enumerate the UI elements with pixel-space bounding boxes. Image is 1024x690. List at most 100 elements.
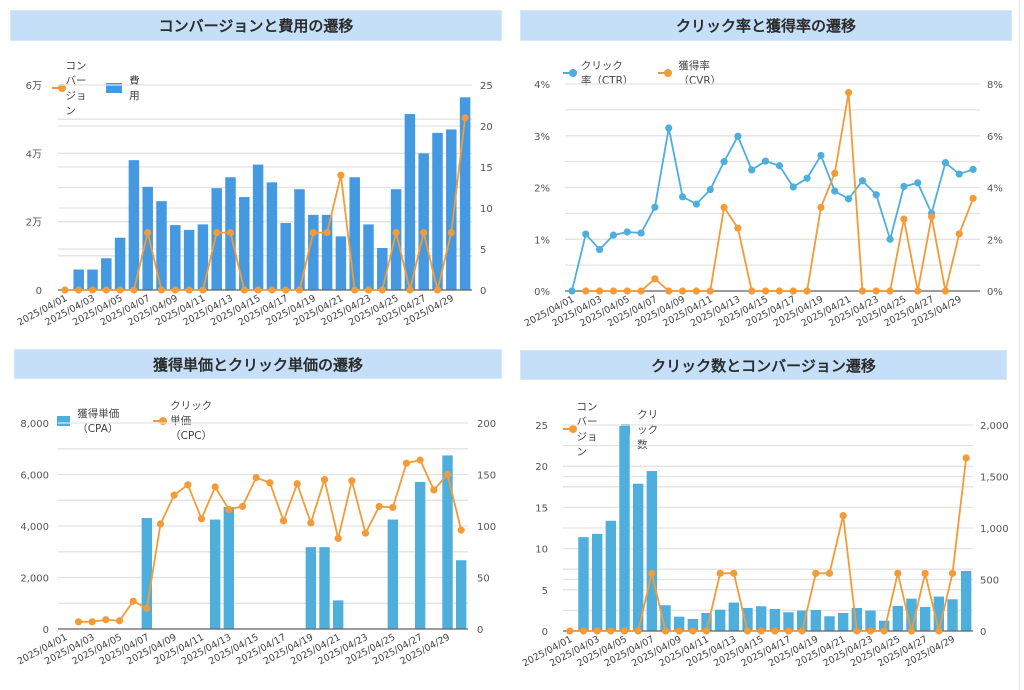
data-point	[143, 604, 151, 613]
data-point	[692, 287, 701, 295]
y-right-tick-label: 2%	[987, 235, 1003, 246]
data-point	[254, 286, 262, 294]
legend-line-marker-icon	[153, 416, 168, 425]
data-point	[831, 187, 839, 195]
y-left-tick-label: 2,000	[20, 574, 49, 585]
y-right-tick-label: 15	[480, 163, 493, 174]
bar	[446, 129, 457, 290]
data-point	[157, 286, 166, 294]
bar	[591, 533, 603, 631]
data-point	[941, 159, 950, 167]
data-point	[825, 569, 834, 577]
legend-item-cost[interactable]: 費用	[105, 73, 146, 103]
bar	[769, 608, 781, 631]
y-left-tick-label: 2万	[26, 218, 42, 229]
data-point	[637, 229, 645, 237]
data-point	[595, 287, 604, 295]
bar	[701, 612, 712, 631]
chart-legend: 獲得単価（CPA） クリック単価（CPC）	[57, 398, 238, 443]
data-point	[75, 286, 83, 294]
y-left-tick-label: 0	[36, 286, 42, 297]
data-point	[734, 132, 742, 140]
data-point	[661, 627, 670, 635]
data-point	[692, 200, 701, 208]
y-right-tick-label: 150	[477, 471, 496, 482]
legend-item-cpc[interactable]: クリック単価（CPC）	[153, 398, 222, 443]
y-right-tick-label: 0	[477, 625, 483, 636]
data-point	[293, 480, 301, 488]
y-right-tick-label: 4%	[987, 184, 1003, 195]
bar	[660, 605, 671, 631]
data-point	[623, 287, 631, 295]
legend-bar-swatch-icon	[105, 83, 123, 93]
bar	[266, 182, 278, 290]
data-point	[761, 157, 770, 165]
bar	[280, 223, 291, 290]
data-point	[61, 286, 69, 294]
data-point	[702, 627, 711, 635]
legend-item-conversion[interactable]: コンバージョン	[52, 58, 90, 118]
data-point	[197, 515, 206, 523]
data-point	[447, 229, 455, 237]
data-point	[609, 231, 618, 239]
bar	[197, 224, 209, 290]
data-point	[238, 502, 247, 511]
bar	[170, 225, 181, 290]
data-point	[775, 287, 784, 295]
data-point	[609, 287, 618, 295]
data-point	[853, 627, 861, 635]
data-point	[582, 287, 590, 295]
y-left-tick-label: 8,000	[20, 419, 49, 430]
y-left-tick-label: 10	[535, 545, 548, 556]
legend-label: 獲得単価（CPA）	[77, 407, 120, 435]
data-point	[430, 486, 438, 494]
data-point	[720, 203, 728, 212]
bar	[223, 506, 235, 629]
data-point	[416, 456, 424, 464]
y-left-tick-label: 0%	[534, 287, 550, 298]
legend-item-cpa[interactable]: 獲得単価（CPA）	[57, 406, 127, 436]
data-point	[282, 286, 290, 294]
bar	[211, 188, 222, 290]
data-point	[969, 165, 977, 173]
bar	[919, 607, 931, 631]
data-point	[184, 481, 192, 489]
y-left-tick-label: 6,000	[20, 471, 49, 482]
data-point	[921, 569, 929, 577]
legend-label: コンバージョン	[65, 60, 87, 117]
data-point	[307, 519, 315, 527]
data-point	[420, 229, 428, 237]
bar	[796, 610, 808, 631]
data-point	[900, 182, 908, 191]
bar	[114, 237, 126, 290]
bar	[209, 519, 221, 629]
bar	[141, 518, 153, 629]
data-point	[743, 627, 752, 635]
data-point	[337, 171, 345, 179]
data-point	[226, 229, 235, 237]
gridlines	[563, 424, 973, 632]
y-left-tick-label: 20	[535, 462, 548, 473]
data-point	[115, 617, 124, 625]
data-point	[651, 275, 659, 283]
data-point	[579, 627, 588, 635]
legend-line-marker-icon	[52, 84, 66, 92]
bar	[960, 570, 972, 631]
data-point	[675, 627, 683, 635]
data-point	[252, 473, 260, 482]
bar	[239, 197, 250, 290]
data-point	[844, 88, 853, 97]
data-point	[784, 627, 793, 635]
bar	[321, 214, 333, 290]
data-point	[894, 569, 902, 577]
data-point	[74, 618, 83, 626]
data-point	[803, 174, 811, 182]
legend-line-marker-icon	[563, 69, 577, 77]
bar	[294, 189, 305, 290]
bar	[824, 616, 835, 631]
bar	[714, 609, 726, 631]
data-point	[566, 627, 574, 635]
legend-bar-swatch-icon	[57, 415, 71, 426]
